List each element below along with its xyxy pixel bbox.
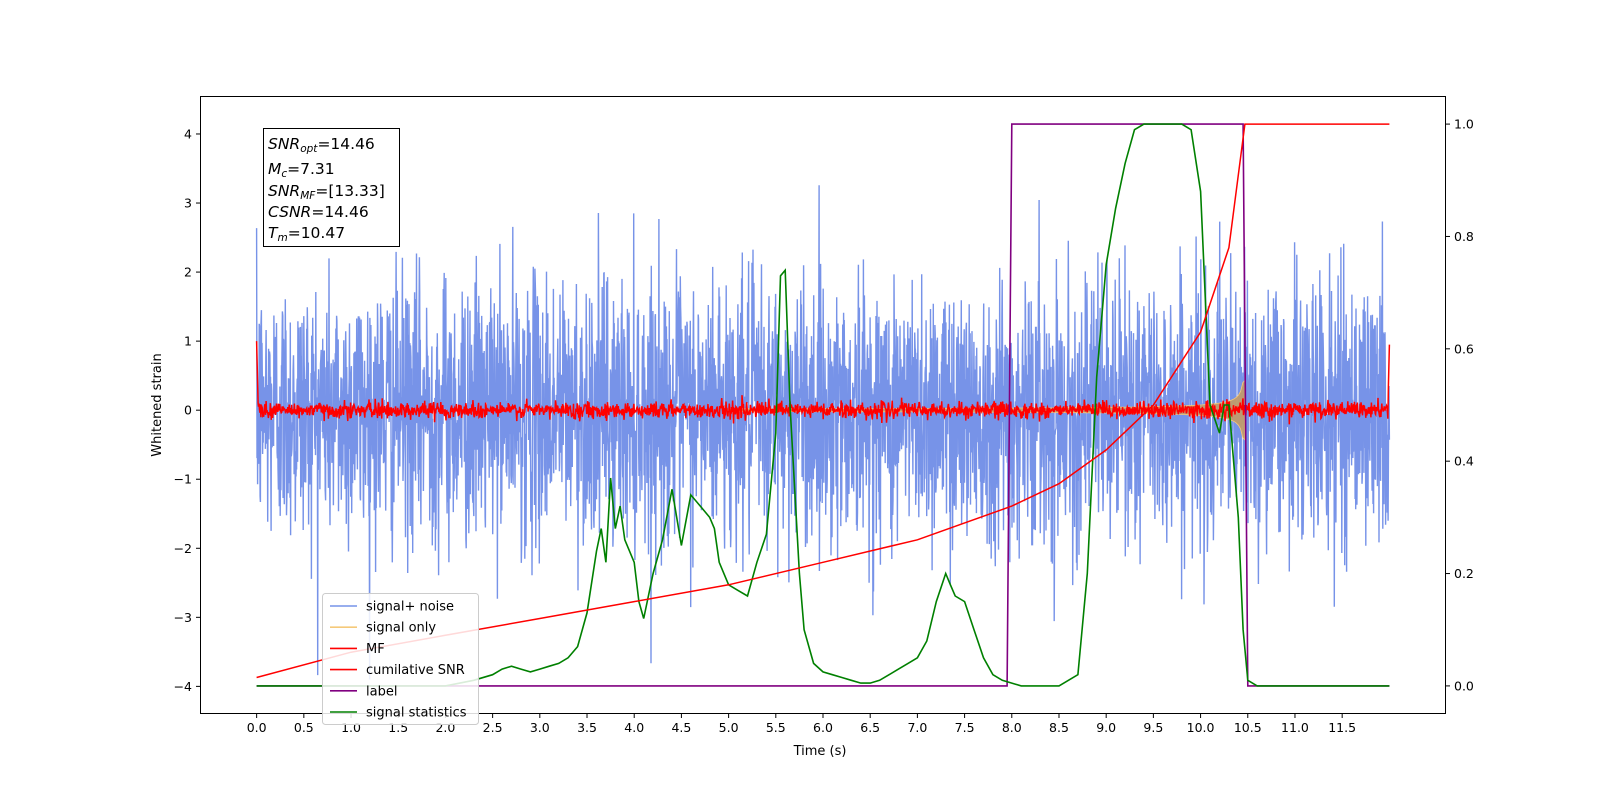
x-tick-label: 3.0 (530, 720, 550, 735)
x-tick-label: 8.0 (1002, 720, 1022, 735)
y-axis: 4 3 2 1 0 −1 −2 −3 −4 (174, 126, 200, 694)
mc-annotation: Mc=7.31 (268, 160, 335, 180)
y-tick-label: 3 (184, 196, 192, 211)
x-tick-label: 5.5 (766, 720, 786, 735)
legend-label: signal only (366, 621, 436, 636)
legend-label: MF (366, 642, 385, 657)
x-tick-label: 5.0 (719, 720, 739, 735)
x-tick-label: 10.5 (1234, 720, 1262, 735)
y-tick-label: −4 (174, 679, 192, 694)
x-tick-label: 11.5 (1328, 720, 1356, 735)
series-cumulative-snr (256, 123, 1390, 679)
x-axis-label: Time (s) (793, 744, 847, 759)
x-tick-label: 7.0 (907, 720, 927, 735)
snr-mf-annotation: SNRMF=[13.33] (268, 182, 385, 202)
y-tick-label: 1 (184, 334, 192, 349)
x-tick-label: 0.5 (294, 720, 314, 735)
x-tick-label: 9.5 (1143, 720, 1163, 735)
y-tick-label: 4 (184, 126, 192, 141)
snr-opt-annotation: SNRopt=14.46 (268, 135, 375, 155)
y-axis-label: Whitened strain (150, 353, 165, 456)
y2-tick-label: 0.8 (1454, 229, 1474, 244)
y-tick-label: 0 (184, 403, 192, 418)
y2-axis: 1.0 0.8 0.6 0.4 0.2 0.0 (1446, 117, 1474, 693)
legend-label: label (366, 684, 397, 699)
x-tick-label: 4.0 (624, 720, 644, 735)
y-tick-label: −3 (174, 610, 192, 625)
legend-label: signal statistics (366, 706, 467, 721)
info-box: SNRopt=14.46 Mc=7.31 SNRMF=[13.33] CSNR=… (263, 128, 400, 247)
x-tick-label: 11.0 (1281, 720, 1309, 735)
y2-tick-label: 0.6 (1454, 341, 1474, 356)
series-signal-statistics (256, 123, 1390, 687)
series-signal-noise (255, 185, 1391, 680)
y-tick-label: −1 (174, 472, 192, 487)
y2-tick-label: 0.2 (1454, 566, 1474, 581)
tm-annotation: Tm=10.47 (268, 224, 345, 244)
csnr-annotation: CSNR=14.46 (268, 203, 369, 221)
y-tick-label: −2 (174, 541, 192, 556)
series-mf (255, 341, 1391, 425)
legend: signal+ noise signal only MF cumilative SNR… (322, 593, 479, 725)
x-tick-label: 7.5 (955, 720, 975, 735)
plot-area (255, 123, 1391, 687)
x-tick-label: 6.5 (860, 720, 880, 735)
y2-tick-label: 1.0 (1454, 117, 1474, 132)
x-tick-label: 2.5 (483, 720, 503, 735)
x-tick-label: 0.0 (247, 720, 267, 735)
x-tick-label: 6.0 (813, 720, 833, 735)
y-tick-label: 2 (184, 265, 192, 280)
x-tick-label: 8.5 (1049, 720, 1069, 735)
y2-tick-label: 0.4 (1454, 454, 1474, 469)
x-tick-label: 10.0 (1187, 720, 1215, 735)
plot-frame (200, 96, 1446, 714)
x-tick-label: 3.5 (577, 720, 597, 735)
x-tick-label: 9.0 (1096, 720, 1116, 735)
x-tick-label: 4.5 (671, 720, 691, 735)
legend-label: cumilative SNR (366, 663, 465, 678)
legend-label: signal+ noise (366, 600, 454, 615)
y2-tick-label: 0.0 (1454, 678, 1474, 693)
